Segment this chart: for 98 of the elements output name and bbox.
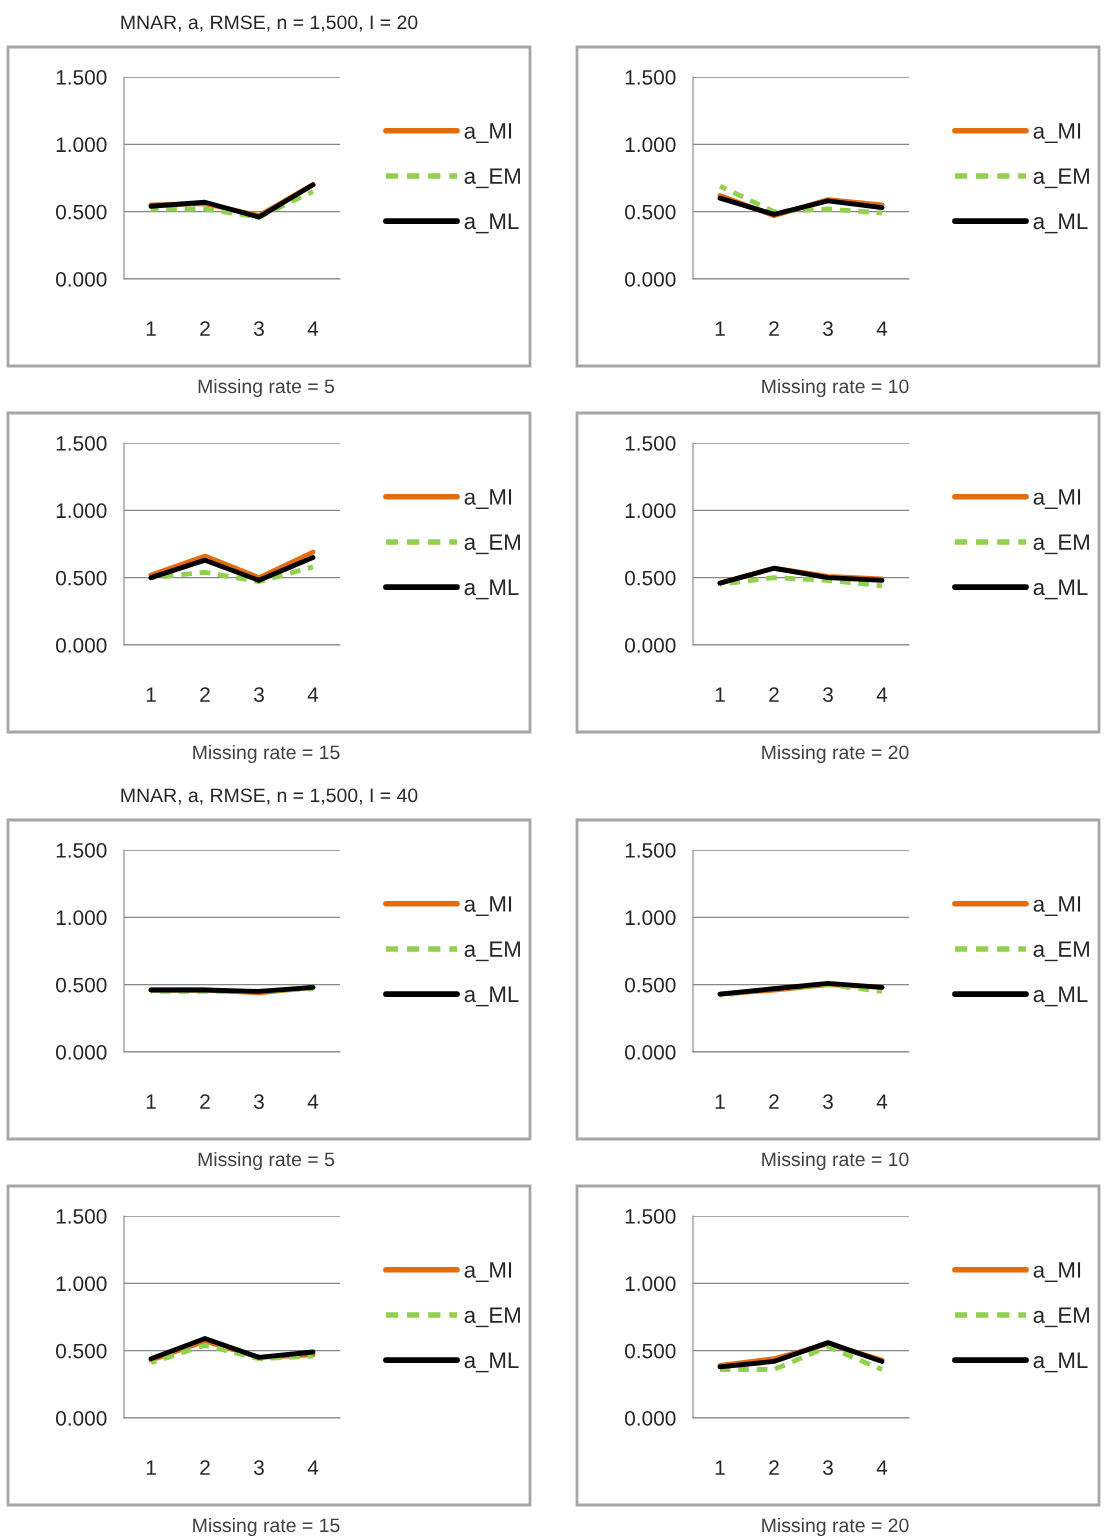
chart-title: MNAR, a, RMSE, n = 1,500, I = 20 [121,15,418,32]
x-axis-title: Missing rate = 10 [762,1151,909,1171]
x-tick-label: 4 [876,687,888,702]
legend-label: a_MI [464,123,512,143]
x-tick-label: 3 [254,1460,264,1475]
legend-label: a_MI [464,896,512,916]
x-axis-title: Missing rate = 20 [762,744,909,764]
x-tick-label: 1 [146,1460,156,1475]
x-tick-label: 4 [876,321,888,336]
legend-label: a_ML [464,1352,519,1373]
legend-label: a_MI [1033,489,1081,509]
x-tick-label: 3 [823,321,833,336]
x-axis-title: Missing rate = 10 [762,378,909,398]
y-tick-label: 0.000 [56,272,107,287]
x-tick-label: 1 [715,1460,725,1475]
y-tick-label: 1.000 [56,1276,107,1292]
x-tick-label: 2 [200,1094,210,1109]
legend-label: a_ML [1033,213,1088,234]
y-tick-label: 0.500 [625,570,676,586]
chart-title: MNAR, a, RMSE, n = 1,500, I = 40 [121,788,418,805]
x-tick-label: 1 [146,687,156,702]
x-tick-label: 4 [876,1094,888,1109]
x-tick-label: 2 [200,687,210,702]
x-tick-label: 1 [715,687,725,702]
x-tick-label: 3 [823,1094,833,1109]
y-tick-label: 1.000 [625,910,676,926]
y-tick-label: 1.000 [625,137,676,153]
legend-label: a_EM [1033,1307,1089,1328]
y-tick-label: 1.000 [625,1276,676,1292]
y-tick-label: 0.000 [625,1411,676,1426]
legend-label: a_EM [1033,534,1089,555]
legend-label: a_EM [464,941,520,962]
x-tick-label: 3 [254,1094,264,1109]
x-tick-label: 2 [769,1460,779,1475]
y-tick-label: 0.500 [625,204,676,220]
y-tick-label: 1.500 [56,70,107,85]
legend-label: a_ML [464,213,519,234]
x-axis-title: Missing rate = 20 [762,1517,909,1537]
y-tick-label: 0.000 [56,638,107,653]
legend-label: a_MI [1033,896,1081,916]
x-tick-label: 2 [200,1460,210,1475]
y-tick-label: 0.500 [625,977,676,993]
y-tick-label: 1.500 [625,70,676,85]
y-tick-label: 0.500 [625,1343,676,1359]
y-tick-label: 1.000 [56,910,107,926]
x-tick-label: 3 [254,321,264,336]
y-tick-label: 0.000 [56,1045,107,1060]
x-tick-label: 2 [769,687,779,702]
legend-label: a_EM [464,1307,520,1328]
legend-label: a_MI [1033,123,1081,143]
x-axis-title: Missing rate = 5 [198,1151,335,1171]
x-tick-label: 1 [715,321,725,336]
x-tick-label: 3 [823,687,833,702]
legend-label: a_ML [1033,579,1088,600]
y-tick-label: 1.000 [56,503,107,519]
x-tick-label: 2 [769,321,779,336]
x-tick-label: 4 [307,1094,319,1109]
legend-label: a_MI [464,489,512,509]
legend-label: a_MI [1033,1262,1081,1282]
x-tick-label: 2 [200,321,210,336]
y-tick-label: 1.500 [625,1209,676,1224]
x-tick-label: 4 [307,1460,319,1475]
y-tick-label: 1.500 [56,436,107,451]
y-tick-label: 1.500 [56,1209,107,1224]
legend-label: a_EM [1033,168,1089,189]
y-tick-label: 0.500 [56,204,107,220]
y-tick-label: 0.500 [56,570,107,586]
x-tick-label: 1 [146,1094,156,1109]
x-tick-label: 1 [715,1094,725,1109]
y-tick-label: 0.000 [625,638,676,653]
legend-label: a_EM [464,534,520,555]
legend-label: a_ML [464,579,519,600]
x-tick-label: 4 [307,321,319,336]
legend-label: a_EM [464,168,520,189]
x-tick-label: 3 [823,1460,833,1475]
x-axis-title: Missing rate = 15 [193,744,340,764]
x-tick-label: 4 [307,687,319,702]
legend-label: a_EM [1033,941,1089,962]
legend-label: a_ML [1033,986,1088,1007]
y-tick-label: 1.500 [56,843,107,858]
y-tick-label: 0.500 [56,1343,107,1359]
y-tick-label: 0.000 [625,1045,676,1060]
y-tick-label: 1.000 [56,137,107,153]
y-tick-label: 1.500 [625,843,676,858]
x-tick-label: 4 [876,1460,888,1475]
y-tick-label: 0.500 [56,977,107,993]
legend-label: a_ML [1033,1352,1088,1373]
x-tick-label: 2 [769,1094,779,1109]
legend-label: a_ML [464,986,519,1007]
y-tick-label: 0.000 [56,1411,107,1426]
x-axis-title: Missing rate = 15 [193,1517,340,1537]
y-tick-label: 1.500 [625,436,676,451]
x-axis-title: Missing rate = 5 [198,378,335,398]
x-tick-label: 1 [146,321,156,336]
x-tick-label: 3 [254,687,264,702]
y-tick-label: 0.000 [625,272,676,287]
y-tick-label: 1.000 [625,503,676,519]
legend-label: a_MI [464,1262,512,1282]
